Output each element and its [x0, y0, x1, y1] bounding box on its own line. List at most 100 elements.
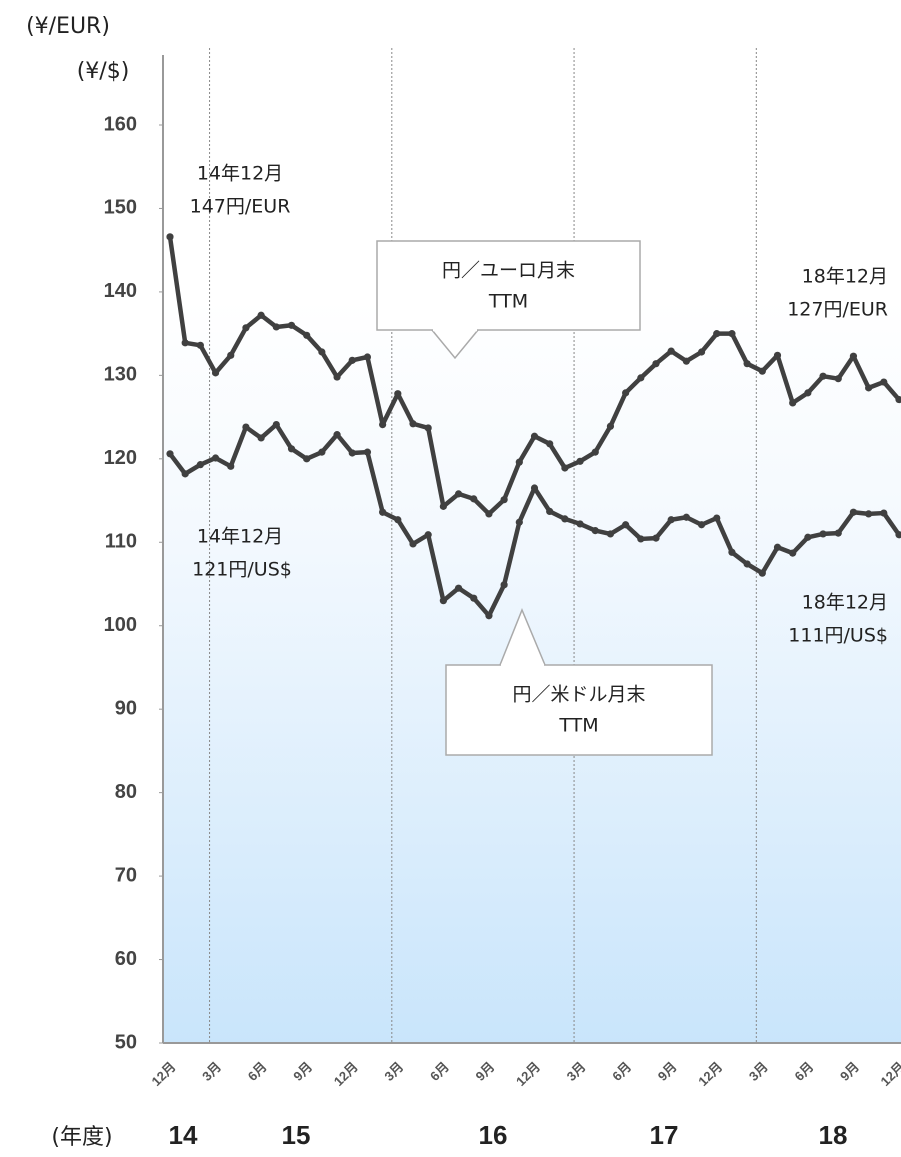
data-point [834, 529, 842, 537]
data-point [424, 424, 432, 432]
data-point [606, 530, 615, 538]
annotation: 14年12月 [197, 163, 283, 185]
data-point [804, 389, 812, 397]
data-point [485, 612, 493, 620]
data-point [758, 367, 766, 375]
data-point [728, 330, 736, 338]
data-point [591, 448, 599, 456]
data-point [667, 516, 675, 524]
data-point [849, 508, 858, 516]
data-point [530, 484, 539, 492]
data-point [409, 540, 417, 548]
data-point [576, 520, 584, 528]
callout-text: 円／米ドル月末 [512, 684, 645, 706]
data-point [242, 324, 250, 332]
y-tick-label: 90 [115, 697, 137, 719]
data-point [546, 440, 554, 448]
x-tick-label: 12月 [331, 1059, 361, 1089]
data-point [211, 454, 220, 462]
data-point [652, 534, 660, 542]
data-point [287, 321, 296, 329]
data-point [561, 515, 569, 523]
data-point [880, 378, 888, 386]
data-point [713, 514, 721, 522]
data-point [865, 510, 873, 518]
data-point [166, 450, 174, 458]
x-tick-label: 9月 [473, 1059, 498, 1084]
data-point [394, 390, 402, 398]
fiscal-year-label: 14 [169, 1120, 198, 1150]
data-point [819, 372, 827, 380]
data-point [789, 399, 797, 407]
data-point [819, 530, 827, 538]
data-point [166, 233, 174, 241]
y-tick-label: 150 [104, 197, 137, 219]
data-point [667, 347, 675, 355]
data-point [196, 461, 204, 469]
x-axis-label: (年度) [51, 1125, 112, 1150]
data-point [211, 369, 220, 377]
data-point [622, 389, 630, 397]
data-point [652, 360, 660, 368]
x-tick-label: 6月 [245, 1059, 270, 1084]
data-point [454, 584, 463, 592]
callout-pointer [499, 608, 546, 666]
data-point [470, 495, 478, 503]
fiscal-year-label: 17 [650, 1120, 679, 1150]
data-point [637, 535, 645, 543]
fiscal-year-label: 15 [282, 1120, 311, 1150]
data-point [181, 470, 189, 478]
x-tick-label: 12月 [149, 1059, 179, 1089]
data-point [363, 448, 372, 456]
data-point [227, 462, 235, 470]
x-tick-label: 6月 [609, 1059, 634, 1084]
data-point [485, 510, 493, 518]
y-tick-label: 60 [115, 948, 137, 970]
y-tick-label: 130 [104, 364, 137, 386]
data-point [303, 455, 311, 463]
annotation: 18年12月 [802, 592, 888, 614]
x-tick-label: 9月 [655, 1059, 680, 1084]
data-point [804, 533, 812, 541]
data-point [697, 348, 706, 356]
data-point [546, 507, 554, 515]
annotation: 14年12月 [197, 526, 283, 548]
data-point [530, 432, 539, 440]
x-tick-label: 9月 [290, 1059, 315, 1084]
annotation: 121円/US$ [192, 559, 292, 581]
data-point [257, 311, 265, 319]
data-point [424, 531, 432, 539]
data-point [789, 549, 797, 557]
data-point [394, 516, 402, 524]
fiscal-year-label: 18 [819, 1120, 848, 1150]
y-tick-label: 140 [104, 280, 137, 302]
data-point [743, 560, 751, 568]
y-axis-label: (¥/EUR) [26, 14, 110, 39]
y-tick-label: 70 [115, 864, 137, 886]
x-tick-label: 6月 [792, 1059, 817, 1084]
data-point [333, 373, 341, 381]
data-point [287, 445, 296, 453]
data-point [333, 431, 341, 439]
y-tick-label: 160 [104, 113, 137, 135]
x-tick-label: 12月 [878, 1059, 901, 1089]
data-point [318, 448, 326, 456]
callout-box [376, 240, 641, 331]
data-point [622, 521, 630, 529]
data-point [865, 384, 873, 392]
data-point [272, 421, 280, 429]
data-point [773, 543, 782, 551]
data-point [713, 330, 721, 338]
data-point [303, 331, 311, 339]
data-point [196, 341, 204, 349]
data-point [348, 449, 356, 457]
data-point [439, 502, 447, 510]
data-point [470, 594, 478, 602]
y-tick-label: 120 [104, 447, 137, 469]
annotation: 127円/EUR [787, 299, 888, 321]
data-point [454, 490, 463, 498]
data-point [743, 360, 751, 368]
data-point [439, 597, 447, 605]
x-tick-label: 9月 [837, 1059, 862, 1084]
